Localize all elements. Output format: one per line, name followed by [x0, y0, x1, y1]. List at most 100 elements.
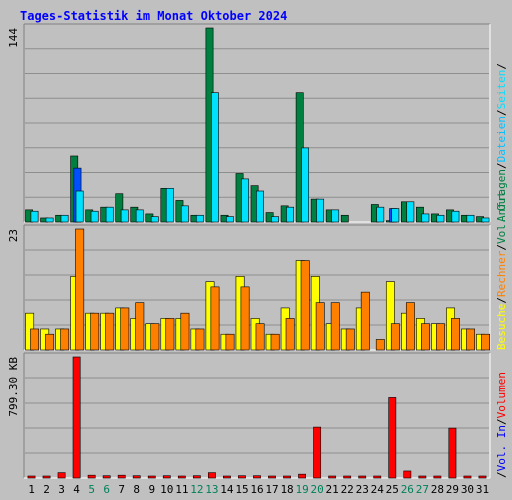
bar-volumen — [328, 475, 337, 479]
bar-volumen — [87, 474, 96, 479]
bar-dateien — [466, 214, 475, 223]
x-tick-label: 1 — [28, 483, 35, 496]
bar-dateien — [481, 217, 490, 223]
bar-volumen — [102, 475, 111, 479]
bar-dateien — [135, 209, 144, 223]
x-tick-label: 12 — [190, 483, 203, 496]
legend-volume: /Vol. In/Volumen — [495, 372, 508, 478]
bar-volumen — [147, 475, 156, 479]
right-side-legend: Anfragen/Dateien/Seiten/Besuche/Rechner/… — [495, 63, 508, 478]
bar-rechner — [360, 291, 370, 351]
legend-hits: Anfragen/Dateien/Seiten/ — [495, 63, 508, 222]
bar-rechner — [90, 312, 100, 351]
bar-rechner — [225, 333, 235, 351]
bar-rechner — [270, 333, 280, 351]
legend-entry: Vol. In — [495, 425, 508, 471]
bar-volumen — [268, 475, 276, 479]
bar-dateien — [406, 201, 415, 223]
bar-dateien — [75, 190, 84, 223]
bar-rechner — [150, 323, 160, 351]
x-tick-label: 5 — [88, 483, 95, 496]
x-tick-label: 24 — [371, 483, 385, 496]
x-tick-label: 21 — [326, 483, 339, 496]
bar-rechner — [135, 302, 145, 351]
bar-volumen — [223, 475, 231, 479]
panel-visits: 23 — [7, 224, 491, 351]
bar-volumen — [313, 426, 322, 479]
panel-hits: 144 — [7, 23, 491, 223]
bar-rechner — [195, 328, 205, 351]
bar-rechner — [165, 318, 175, 351]
bar-rechner — [481, 333, 490, 351]
bar-dateien — [150, 216, 159, 223]
legend-visits: Besuche/Rechner/Vol. Out — [495, 191, 508, 350]
bar-rechner — [30, 328, 40, 351]
x-tick-label: 15 — [235, 483, 248, 496]
x-tick-label: 23 — [356, 483, 369, 496]
bar-dateien — [120, 209, 129, 223]
legend-entry: / — [495, 63, 508, 70]
bar-volumen — [448, 427, 457, 479]
bar-dateien — [271, 216, 279, 223]
bar-volumen — [132, 475, 141, 479]
axis-max-label-volume: 799.30 KB — [7, 357, 20, 417]
legend-entry: / — [495, 297, 508, 304]
x-tick-label: 6 — [103, 483, 110, 496]
bar-dateien — [256, 190, 264, 223]
bar-volumen — [283, 475, 291, 479]
x-tick-label: 4 — [73, 483, 80, 496]
x-tick-label: 22 — [341, 483, 354, 496]
bar-anfragen — [340, 214, 349, 223]
legend-entry: / — [495, 244, 508, 251]
bar-volumen — [478, 475, 487, 479]
panel-background — [24, 353, 490, 478]
bar-besuche — [385, 281, 395, 351]
bar-dateien — [90, 210, 99, 223]
bar-volumen — [207, 472, 216, 479]
bar-dateien — [451, 210, 460, 223]
bar-dateien — [45, 217, 54, 223]
bar-rechner — [375, 339, 385, 351]
bar-dateien — [226, 216, 234, 223]
bar-dateien — [316, 198, 325, 223]
bar-volumen — [433, 475, 442, 479]
axis-max-label-visits: 23 — [7, 229, 20, 242]
x-tick-label: 27 — [416, 483, 429, 496]
bar-volumen — [403, 470, 412, 479]
legend-entry: / — [495, 418, 508, 425]
bar-volumen — [238, 475, 246, 479]
bar-volumen — [192, 475, 201, 479]
bar-dateien — [436, 214, 445, 223]
x-tick-label: 17 — [265, 483, 278, 496]
bar-rechner — [405, 302, 415, 351]
bar-dateien — [286, 206, 294, 223]
bar-rechner — [436, 323, 445, 351]
x-tick-label: 30 — [461, 483, 474, 496]
bar-volumen — [298, 473, 307, 479]
bar-rechner — [60, 328, 70, 351]
bar-volumen — [162, 475, 171, 479]
x-tick-label: 18 — [280, 483, 293, 496]
bar-rechner — [75, 228, 85, 351]
axis-max-label-hits: 144 — [7, 28, 20, 48]
bar-dateien — [210, 92, 219, 223]
bar-dateien — [376, 206, 385, 223]
x-tick-label: 2 — [43, 483, 50, 496]
bar-volumen — [463, 475, 472, 479]
x-tick-label: 9 — [148, 483, 155, 496]
bar-dateien — [105, 206, 114, 223]
bar-rechner — [105, 312, 115, 351]
x-tick-label: 11 — [175, 483, 188, 496]
x-tick-label: 7 — [118, 483, 125, 496]
bar-rechner — [330, 302, 340, 351]
bar-volumen — [343, 475, 352, 479]
x-tick-label: 20 — [311, 483, 324, 496]
x-tick-label: 25 — [386, 483, 399, 496]
x-tick-label: 13 — [205, 483, 218, 496]
bar-rechner — [300, 260, 310, 351]
legend-entry: Rechner — [495, 250, 508, 297]
bar-volumen — [358, 475, 367, 479]
bar-volumen — [388, 397, 397, 479]
x-tick-label: 29 — [446, 483, 459, 496]
x-tick-label: 10 — [160, 483, 173, 496]
